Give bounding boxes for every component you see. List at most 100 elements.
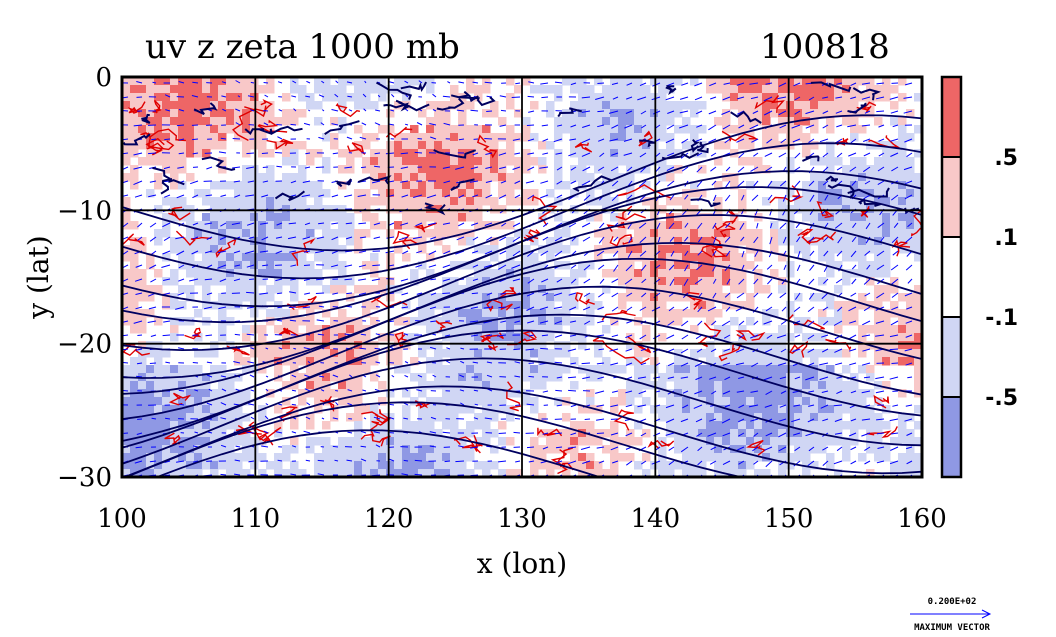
field-cell: [322, 309, 331, 318]
wind-vector: [304, 292, 311, 295]
field-cell: [122, 285, 131, 294]
field-cell: [642, 157, 651, 166]
wind-vector: [514, 320, 521, 323]
field-cell: [818, 173, 827, 182]
field-cell: [218, 141, 227, 150]
field-cell: [882, 213, 891, 222]
wind-vector: [246, 222, 255, 226]
wind-vector: [232, 138, 241, 140]
field-cell: [642, 221, 651, 230]
field-cell: [378, 197, 387, 206]
field-cell: [562, 413, 571, 422]
field-cell: [466, 229, 475, 238]
field-cell: [738, 357, 747, 366]
field-cell: [354, 461, 363, 470]
field-cell: [458, 461, 467, 470]
field-cell: [906, 357, 915, 366]
wind-vector: [290, 123, 297, 126]
field-cell: [466, 237, 475, 246]
field-cell: [658, 101, 667, 110]
wind-vector: [147, 320, 157, 323]
field-cell: [386, 141, 395, 150]
field-cell: [378, 173, 387, 182]
wind-vector: [655, 166, 661, 173]
field-cell: [410, 453, 419, 462]
wind-vector: [332, 417, 339, 420]
field-cell: [386, 461, 395, 470]
wind-vector: [151, 417, 157, 420]
wind-vector: [192, 236, 199, 240]
wind-vector: [738, 376, 745, 379]
field-cell: [130, 181, 139, 190]
field-cell: [570, 293, 579, 302]
field-cell: [290, 229, 299, 238]
field-cell: [802, 213, 811, 222]
field-cell: [530, 317, 539, 326]
field-cell: [186, 213, 195, 222]
wind-vector: [235, 122, 241, 126]
field-cell: [890, 221, 899, 230]
field-cell: [898, 309, 907, 318]
field-cell: [170, 397, 179, 406]
field-cell: [210, 181, 219, 190]
wind-vector: [640, 432, 647, 437]
wind-vector: [373, 236, 381, 239]
field-cell: [706, 405, 715, 414]
field-cell: [426, 429, 435, 438]
wind-vector: [876, 264, 885, 271]
field-cell: [298, 269, 307, 278]
field-cell: [410, 213, 419, 222]
field-cell: [570, 437, 579, 446]
field-cell: [474, 309, 483, 318]
vorticity-contour: [232, 105, 267, 142]
field-cell: [858, 453, 867, 462]
wind-vector: [596, 404, 605, 407]
wind-vector: [389, 403, 395, 406]
field-cell: [698, 373, 707, 382]
wind-vector: [375, 333, 381, 336]
field-cell: [834, 197, 843, 206]
field-cell: [202, 389, 211, 398]
wind-vector: [123, 138, 129, 141]
field-cell: [242, 149, 251, 158]
field-cell: [826, 461, 835, 470]
field-cell: [786, 157, 795, 166]
wind-vector: [598, 348, 605, 351]
field-cell: [506, 181, 515, 190]
field-cell: [178, 413, 187, 422]
field-cell: [642, 333, 651, 342]
wind-vector: [175, 236, 185, 240]
field-cell: [154, 85, 163, 94]
wind-vector: [288, 306, 297, 309]
field-cell: [170, 381, 179, 390]
field-cell: [714, 437, 723, 446]
field-cell: [674, 261, 683, 270]
field-cell: [658, 269, 667, 278]
wind-vector: [429, 346, 437, 350]
field-cell: [626, 245, 635, 254]
field-cell: [530, 381, 539, 390]
field-cell: [522, 229, 531, 238]
field-cell: [714, 445, 723, 454]
field-cell: [338, 165, 347, 174]
field-cell: [482, 165, 491, 174]
wind-vector: [528, 110, 535, 113]
wind-vector: [512, 166, 521, 170]
wind-vector: [218, 151, 227, 154]
field-cell: [498, 349, 507, 358]
field-cell: [530, 365, 539, 374]
field-cell: [146, 405, 155, 414]
field-cell: [874, 285, 883, 294]
field-cell: [226, 421, 235, 430]
field-cell: [658, 157, 667, 166]
field-cell: [762, 133, 771, 142]
field-cell: [818, 349, 827, 358]
wind-vector: [401, 194, 409, 198]
field-cell: [754, 277, 763, 286]
wind-vector: [835, 96, 843, 99]
wind-vector: [597, 110, 605, 113]
field-cell: [802, 149, 811, 158]
field-cell: [394, 181, 403, 190]
field-cell: [874, 173, 883, 182]
wind-vector: [875, 390, 885, 394]
